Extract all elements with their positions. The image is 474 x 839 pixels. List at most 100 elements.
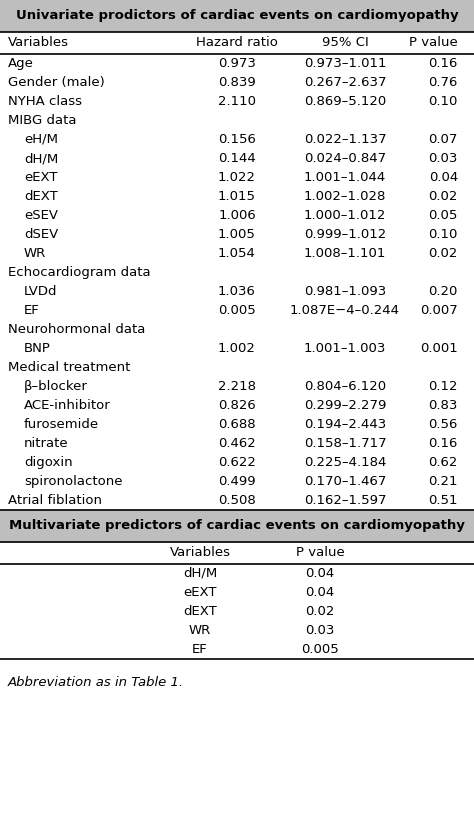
Text: EF: EF [24,304,40,317]
Text: 0.194–2.443: 0.194–2.443 [304,418,386,431]
Text: 0.16: 0.16 [428,57,458,70]
Text: LVDd: LVDd [24,285,57,298]
Text: Age: Age [8,57,34,70]
Text: 0.225–4.184: 0.225–4.184 [304,456,386,469]
Text: 0.04: 0.04 [429,171,458,184]
Text: 0.05: 0.05 [428,209,458,222]
Text: Echocardiogram data: Echocardiogram data [8,266,151,279]
Text: BNP: BNP [24,342,51,355]
Text: 0.499: 0.499 [218,475,256,488]
Text: 1.000–1.012: 1.000–1.012 [304,209,386,222]
Text: 0.973: 0.973 [218,57,256,70]
Text: dEXT: dEXT [183,605,217,618]
Text: 0.024–0.847: 0.024–0.847 [304,152,386,165]
Bar [0,510,474,542]
Text: 0.462: 0.462 [218,437,256,450]
Text: 0.162–1.597: 0.162–1.597 [304,494,386,507]
Text: 1.006: 1.006 [218,209,256,222]
Text: 0.83: 0.83 [428,399,458,412]
Text: Atrial fiblation: Atrial fiblation [8,494,102,507]
Text: eH/M: eH/M [24,133,58,146]
Text: 0.16: 0.16 [428,437,458,450]
Text: Variables: Variables [8,37,69,50]
Text: P value: P value [296,546,345,560]
Text: 0.005: 0.005 [301,643,339,656]
Text: dH/M: dH/M [183,567,217,580]
Text: β–blocker: β–blocker [24,380,88,393]
Text: 0.007: 0.007 [420,304,458,317]
Text: spironolactone: spironolactone [24,475,122,488]
Text: 0.02: 0.02 [428,247,458,260]
Text: 0.156: 0.156 [218,133,256,146]
Text: 1.001–1.003: 1.001–1.003 [304,342,386,355]
Text: P value: P value [409,37,458,50]
Text: 0.12: 0.12 [428,380,458,393]
Text: 0.170–1.467: 0.170–1.467 [304,475,386,488]
Text: 0.005: 0.005 [218,304,256,317]
Text: 0.76: 0.76 [428,76,458,89]
Text: 1.005: 1.005 [218,228,256,241]
Text: Abbreviation as in Table 1.: Abbreviation as in Table 1. [8,676,184,690]
Text: 0.158–1.717: 0.158–1.717 [304,437,386,450]
Text: 0.04: 0.04 [305,586,335,599]
Text: eEXT: eEXT [24,171,57,184]
Text: nitrate: nitrate [24,437,69,450]
Text: Neurohormonal data: Neurohormonal data [8,323,146,336]
Text: 1.054: 1.054 [218,247,256,260]
Text: 95% CI: 95% CI [322,37,368,50]
Text: 0.62: 0.62 [428,456,458,469]
Text: 0.10: 0.10 [428,95,458,108]
Text: 1.022: 1.022 [218,171,256,184]
Text: 1.002–1.028: 1.002–1.028 [304,190,386,203]
Text: 1.001–1.044: 1.001–1.044 [304,171,386,184]
Text: 0.001: 0.001 [420,342,458,355]
Text: 0.04: 0.04 [305,567,335,580]
Text: digoxin: digoxin [24,456,73,469]
Text: 0.03: 0.03 [428,152,458,165]
Text: dEXT: dEXT [24,190,58,203]
Text: 0.03: 0.03 [305,624,335,637]
Text: 0.02: 0.02 [305,605,335,618]
Text: 1.008–1.101: 1.008–1.101 [304,247,386,260]
Text: 2.218: 2.218 [218,380,256,393]
Text: 1.036: 1.036 [218,285,256,298]
Text: Medical treatment: Medical treatment [8,361,130,374]
Text: 0.622: 0.622 [218,456,256,469]
Text: dH/M: dH/M [24,152,58,165]
Text: 1.002: 1.002 [218,342,256,355]
Text: dSEV: dSEV [24,228,58,241]
Text: NYHA class: NYHA class [8,95,82,108]
Text: 0.508: 0.508 [218,494,256,507]
Text: 0.869–5.120: 0.869–5.120 [304,95,386,108]
Text: 0.267–2.637: 0.267–2.637 [304,76,386,89]
Text: 2.110: 2.110 [218,95,256,108]
Text: 0.51: 0.51 [428,494,458,507]
Text: Multivariate predictors of cardiac events on cardiomyopathy: Multivariate predictors of cardiac event… [9,519,465,533]
Text: 0.973–1.011: 0.973–1.011 [304,57,386,70]
Text: 0.20: 0.20 [428,285,458,298]
Text: 0.688: 0.688 [218,418,256,431]
Text: furosemide: furosemide [24,418,99,431]
Text: Univariate prodictors of cardiac events on cardiomyopathy: Univariate prodictors of cardiac events … [16,9,458,23]
Text: 1.015: 1.015 [218,190,256,203]
Text: Gender (male): Gender (male) [8,76,105,89]
Text: 0.299–2.279: 0.299–2.279 [304,399,386,412]
Text: 0.21: 0.21 [428,475,458,488]
Text: 0.999–1.012: 0.999–1.012 [304,228,386,241]
Text: Hazard ratio: Hazard ratio [196,37,278,50]
Bar [0,0,474,32]
Text: eEXT: eEXT [183,586,217,599]
Text: EF: EF [192,643,208,656]
Text: 0.839: 0.839 [218,76,256,89]
Text: WR: WR [189,624,211,637]
Text: 0.56: 0.56 [428,418,458,431]
Text: 0.022–1.137: 0.022–1.137 [304,133,386,146]
Text: Variables: Variables [170,546,230,560]
Text: eSEV: eSEV [24,209,58,222]
Text: ACE-inhibitor: ACE-inhibitor [24,399,111,412]
Text: 0.826: 0.826 [218,399,256,412]
Text: 0.144: 0.144 [218,152,256,165]
Text: WR: WR [24,247,46,260]
Text: 0.10: 0.10 [428,228,458,241]
Text: 0.981–1.093: 0.981–1.093 [304,285,386,298]
